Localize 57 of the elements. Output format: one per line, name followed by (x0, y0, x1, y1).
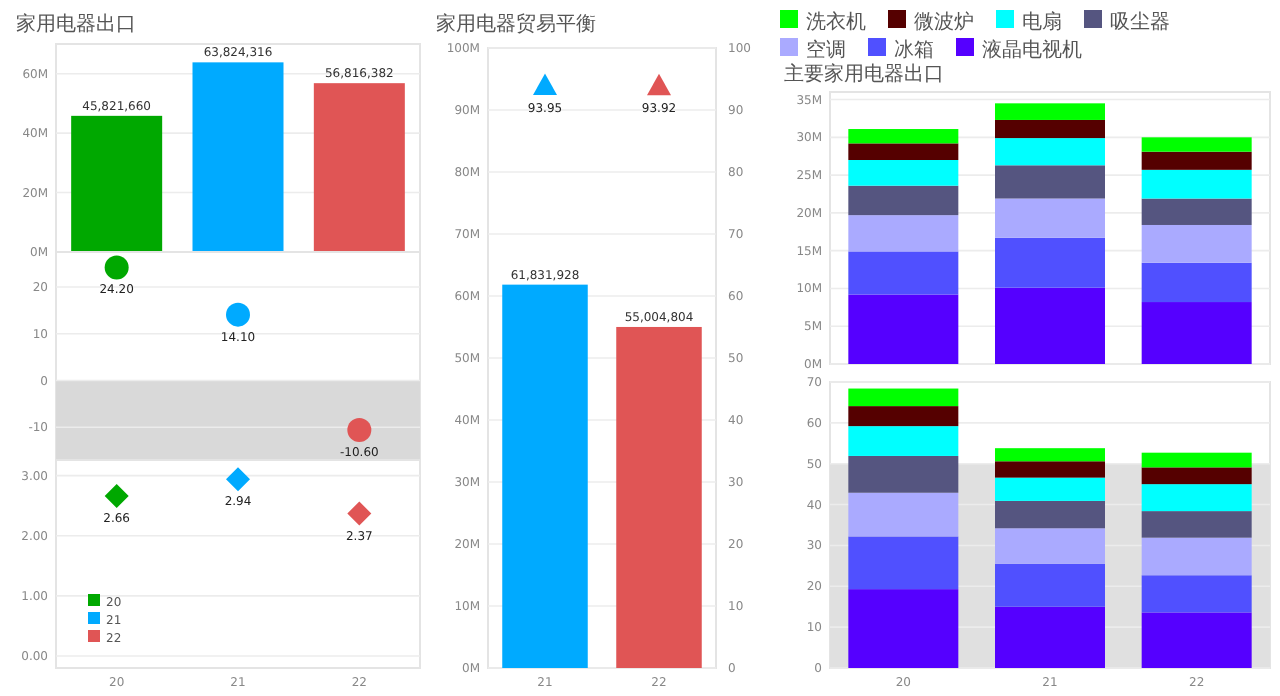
bar (1141, 575, 1252, 613)
bar (848, 455, 959, 493)
bar (848, 185, 959, 216)
chart-title: 家用电器出口 (16, 12, 136, 36)
bar (995, 528, 1105, 564)
chart-title: 主要家用电器出口 (784, 62, 944, 86)
point (226, 302, 250, 327)
bar (848, 129, 959, 144)
point (347, 418, 372, 443)
bar (848, 492, 959, 537)
bar (1141, 612, 1252, 668)
bar (995, 119, 1105, 139)
bar (1141, 302, 1252, 364)
bar (1141, 224, 1252, 263)
bar (995, 563, 1105, 607)
bar (995, 103, 1105, 120)
bar (848, 589, 959, 668)
bar (1141, 137, 1252, 152)
bar (1141, 262, 1252, 303)
bar (848, 406, 959, 427)
bar (1141, 467, 1252, 485)
bar (1141, 511, 1252, 538)
bar (995, 461, 1105, 478)
chart-title: 家用电器贸易平衡 (436, 12, 596, 36)
bar (848, 251, 959, 295)
bar (848, 160, 959, 186)
legend-label: 空调 (806, 38, 846, 62)
bar (313, 83, 405, 252)
legend-label: 洗衣机 (806, 10, 866, 34)
bar (995, 198, 1105, 238)
bar (995, 606, 1105, 668)
bar (192, 62, 284, 252)
bar (995, 287, 1105, 364)
bar (995, 448, 1105, 462)
bar (995, 165, 1105, 199)
point (104, 255, 129, 280)
bar (995, 500, 1105, 529)
bar (995, 477, 1105, 501)
legend-label: 电扇 (1022, 10, 1062, 34)
bar (848, 388, 959, 407)
bar (848, 294, 959, 364)
bar (1141, 151, 1252, 170)
legend-label: 吸尘器 (1110, 10, 1170, 34)
legend-label: 液晶电视机 (982, 38, 1082, 62)
bar (1141, 537, 1252, 576)
bar (1141, 198, 1252, 225)
bar (848, 215, 959, 252)
bar (995, 237, 1105, 288)
bar (1141, 484, 1252, 512)
bar (848, 536, 959, 590)
legend-label: 微波炉 (914, 10, 974, 34)
legend-label: 冰箱 (894, 38, 934, 62)
bar (1141, 169, 1252, 199)
bar (848, 143, 959, 160)
bar (995, 138, 1105, 166)
bar (848, 426, 959, 456)
bar (1141, 452, 1252, 468)
